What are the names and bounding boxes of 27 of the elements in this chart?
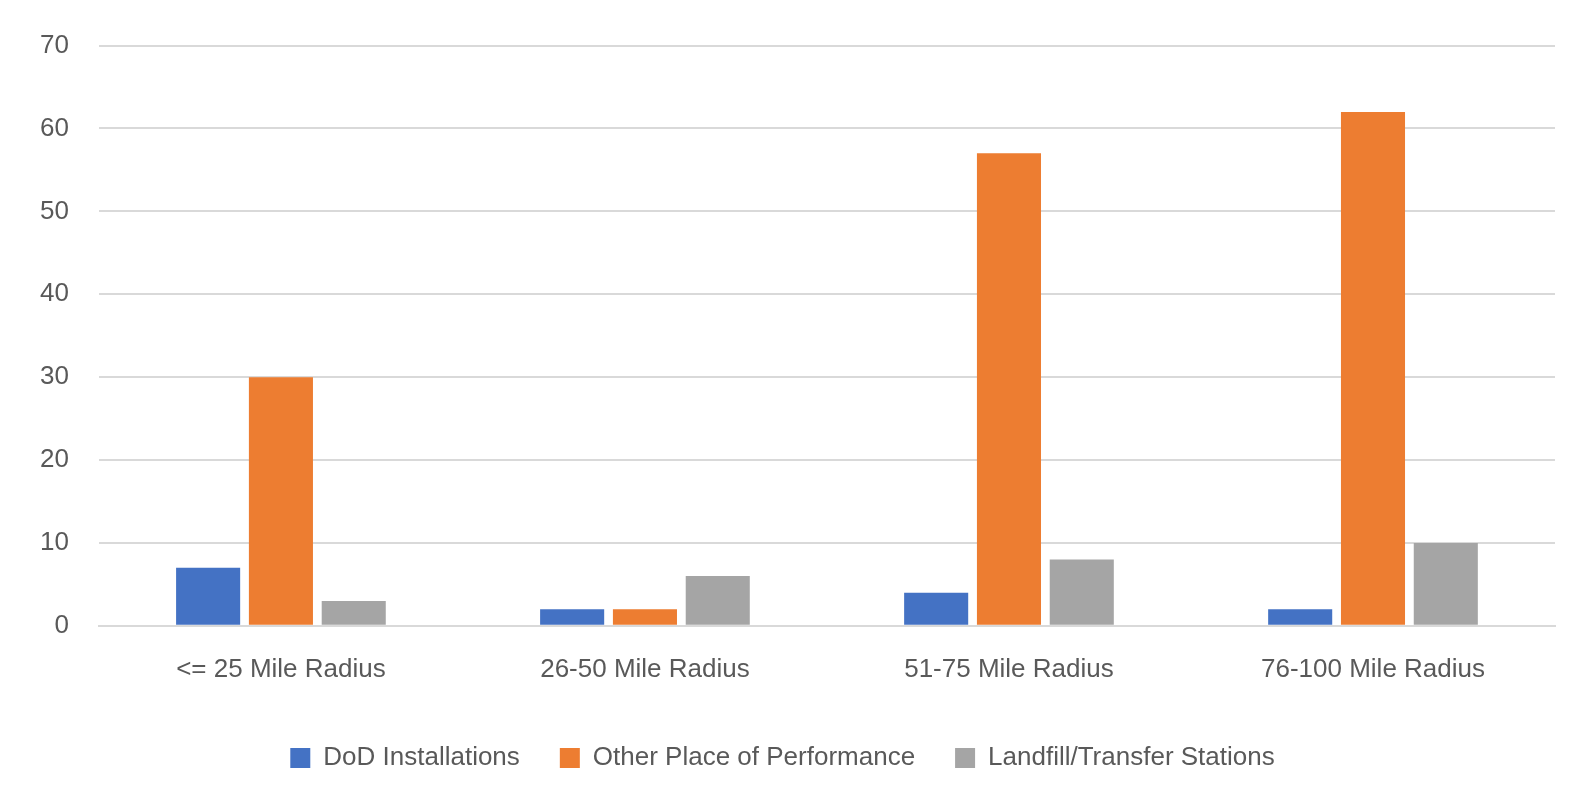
bar (176, 567, 241, 625)
x-tick-label: 51-75 Mile Radius (904, 652, 1114, 683)
y-tick-label: 20 (40, 443, 69, 474)
y-tick-label: 0 (54, 608, 69, 639)
y-tick-label: 10 (40, 526, 69, 557)
bar (1049, 559, 1114, 625)
y-tick-label: 60 (40, 111, 69, 142)
bar (1268, 609, 1333, 625)
bar (540, 609, 605, 625)
legend-label: DoD Installations (323, 741, 520, 772)
x-tick-label: 76-100 Mile Radius (1260, 652, 1485, 683)
bar (612, 609, 677, 625)
bar (321, 600, 386, 625)
x-tick-label: <= 25 Mile Radius (176, 652, 386, 683)
bar (248, 377, 313, 625)
bar (685, 576, 750, 625)
legend-label: Landfill/Transfer Stations (988, 741, 1275, 772)
y-tick-label: 70 (40, 28, 69, 59)
bar (904, 592, 969, 625)
legend-label: Other Place of Performance (592, 741, 916, 772)
y-tick-label: 40 (40, 277, 69, 308)
y-tick-label: 30 (40, 360, 69, 391)
bar (976, 153, 1041, 625)
bar (1340, 111, 1406, 625)
y-tick-label: 50 (40, 194, 69, 225)
bar (1413, 542, 1478, 625)
x-tick-label: 26-50 Mile Radius (540, 652, 750, 683)
